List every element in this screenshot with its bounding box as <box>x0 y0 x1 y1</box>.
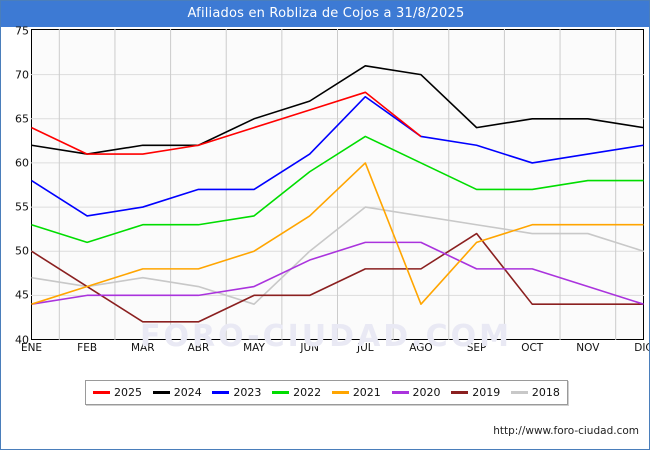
x-axis-tick-label: OCT <box>521 342 544 354</box>
series-line-2022 <box>31 135 644 244</box>
legend-item-label: 2022 <box>293 386 322 399</box>
legend-swatch-icon <box>272 391 290 394</box>
legend-item-label: 2024 <box>173 386 202 399</box>
legend-item-2018[interactable]: 2018 <box>510 386 560 399</box>
x-axis-tick-label: NOV <box>576 342 600 354</box>
x-axis-tick-label: JUN <box>300 342 319 354</box>
legend-swatch-icon <box>451 391 469 394</box>
y-axis: 40 45 50 55 60 65 70 75 <box>1 24 29 346</box>
y-axis-tick-label: 75 <box>15 24 29 37</box>
legend-swatch-icon <box>391 391 409 394</box>
y-axis-tick-label: 65 <box>15 112 29 126</box>
y-axis-tick-label: 45 <box>15 288 29 302</box>
x-axis-tick-label: FEB <box>77 342 98 354</box>
series-line-2019 <box>31 232 644 323</box>
plot-area <box>31 29 644 340</box>
chart-lines <box>31 29 644 340</box>
legend-item-2025[interactable]: 2025 <box>93 386 142 399</box>
legend-item-2020[interactable]: 2020 <box>391 386 441 399</box>
series-line-2018 <box>31 206 644 305</box>
chart-legend: 2025 2024 2023 2022 2021 2020 2019 2018 <box>85 380 568 405</box>
legend-swatch-icon <box>331 391 349 394</box>
legend-item-label: 2023 <box>233 386 262 399</box>
series-line-2020 <box>31 241 644 305</box>
series-line-2025 <box>31 91 422 155</box>
y-axis-tick-label: 55 <box>15 200 29 214</box>
legend-item-2024[interactable]: 2024 <box>152 386 202 399</box>
x-axis: ENE FEB MAR ABR MAY JUN JUL AGO SEP OCT NOV DIC <box>21 342 649 360</box>
legend-swatch-icon <box>152 391 170 394</box>
legend-item-label: 2018 <box>531 386 560 399</box>
legend-item-2023[interactable]: 2023 <box>212 386 261 399</box>
window-title-bar: Afiliados en Robliza de Cojos a 31/8/202… <box>1 1 649 27</box>
source-url: http://www.foro-ciudad.com <box>493 425 639 437</box>
y-axis-tick-label: 50 <box>15 244 29 258</box>
legend-swatch-icon <box>510 391 528 394</box>
legend-item-label: 2019 <box>472 386 501 399</box>
x-axis-tick-label: AGO <box>409 342 433 354</box>
legend-swatch-icon <box>93 391 110 394</box>
series-line-2023 <box>31 95 644 217</box>
x-axis-tick-label: JUL <box>356 342 374 354</box>
x-axis-tick-label: ABR <box>187 342 210 354</box>
legend-swatch-icon <box>212 391 230 394</box>
page-title: Afiliados en Robliza de Cojos a 31/8/202… <box>187 6 465 21</box>
x-axis-tick-label: DIC <box>634 342 649 354</box>
y-axis-tick-label: 60 <box>15 156 29 170</box>
legend-item-2022[interactable]: 2022 <box>272 386 321 399</box>
y-axis-tick-label: 70 <box>15 68 29 82</box>
legend-item-label: 2025 <box>114 386 142 399</box>
legend-item-label: 2020 <box>412 386 441 399</box>
x-axis-tick-label: MAY <box>243 342 265 354</box>
legend-item-label: 2021 <box>352 386 381 399</box>
x-axis-tick-label: ENE <box>20 342 43 354</box>
y-axis-tick-label: 40 <box>15 333 29 346</box>
x-axis-tick-label: SEP <box>466 342 487 354</box>
series-line-2021 <box>31 162 644 305</box>
x-axis-tick-label: MAR <box>130 342 155 354</box>
legend-item-2019[interactable]: 2019 <box>451 386 500 399</box>
legend-item-2021[interactable]: 2021 <box>331 386 381 399</box>
series-line-2024 <box>31 65 644 155</box>
